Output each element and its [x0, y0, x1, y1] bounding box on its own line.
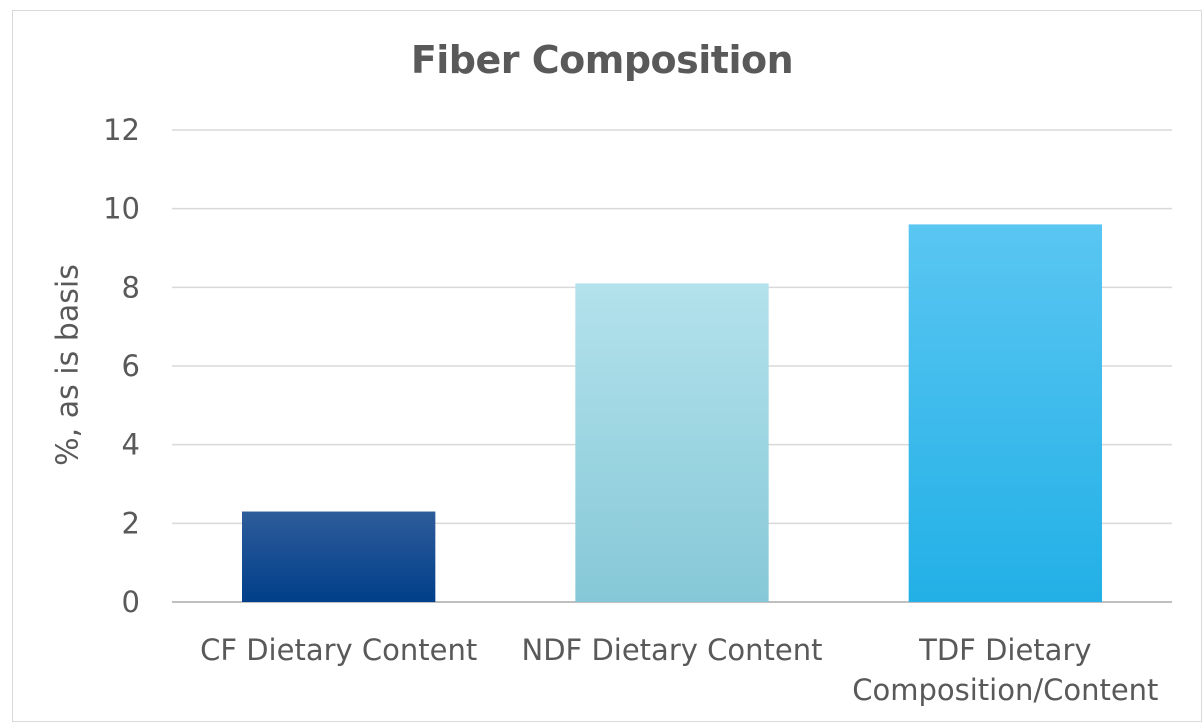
y-tick-label: 12 [103, 113, 140, 147]
x-axis-categories: CF Dietary Content NDF Dietary Content TDF… [200, 633, 1158, 707]
y-tick-label: 0 [122, 585, 140, 619]
bar [242, 511, 436, 602]
x-category-label: NDF Dietary Content [522, 633, 823, 667]
y-tick-label: 4 [122, 428, 140, 462]
y-tick-label: 8 [122, 270, 140, 304]
y-tick-label: 6 [122, 349, 140, 383]
bars [242, 224, 1102, 602]
x-category-label: CF Dietary Content [200, 633, 477, 667]
y-axis-ticks: 0 2 4 6 8 10 12 [103, 113, 140, 619]
bar [908, 224, 1102, 602]
x-category-label: TDF Dietary Composition/Content [852, 633, 1158, 707]
bar [575, 283, 769, 602]
y-tick-label: 10 [103, 192, 140, 226]
chart-title: Fiber Composition [410, 38, 794, 82]
y-tick-label: 2 [122, 506, 140, 540]
